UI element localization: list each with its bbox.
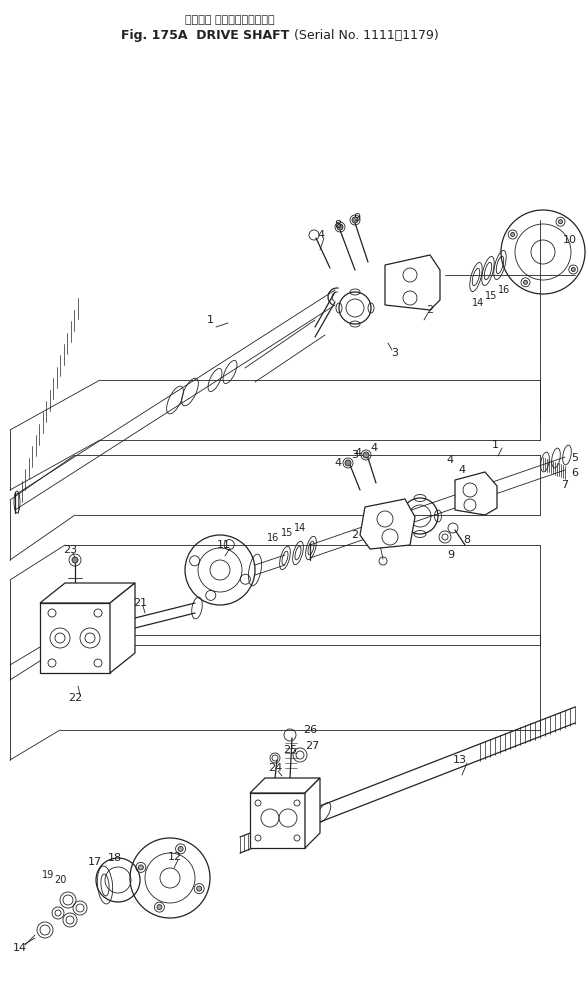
Text: 7: 7 [562,480,569,490]
Text: (Serial No. 1111〜1179): (Serial No. 1111〜1179) [294,29,439,42]
Circle shape [196,886,202,891]
Text: 21: 21 [133,598,147,608]
Text: Fig. 175A  DRIVE SHAFT: Fig. 175A DRIVE SHAFT [121,29,294,42]
Text: 25: 25 [283,745,297,755]
Text: 12: 12 [168,852,182,862]
Text: 14: 14 [13,943,27,953]
Polygon shape [40,583,135,603]
Polygon shape [110,583,135,673]
Circle shape [157,905,162,910]
Circle shape [352,217,358,223]
Text: 4: 4 [446,455,453,465]
Text: 16: 16 [267,533,279,543]
Circle shape [72,557,78,563]
Text: 2: 2 [352,530,359,540]
Text: 26: 26 [303,725,317,735]
Text: 1: 1 [206,315,213,325]
Polygon shape [360,499,415,549]
Circle shape [363,452,369,458]
Text: 16: 16 [498,285,510,295]
Text: 27: 27 [305,741,319,751]
Text: 9: 9 [353,213,360,223]
Text: 15: 15 [485,291,497,301]
Text: 1: 1 [492,440,499,450]
Text: 8: 8 [335,220,342,230]
Text: 4: 4 [459,465,466,475]
Text: 4: 4 [335,458,342,468]
Circle shape [523,280,527,284]
Polygon shape [455,472,497,515]
Text: 10: 10 [563,235,577,245]
Text: 19: 19 [42,870,54,880]
Text: 6: 6 [572,468,579,478]
Circle shape [572,267,575,272]
Text: 22: 22 [68,693,82,703]
Circle shape [178,847,183,852]
Circle shape [138,865,143,870]
Text: 4: 4 [355,448,362,458]
Polygon shape [40,603,110,673]
Text: 5: 5 [572,453,579,463]
Polygon shape [250,778,320,793]
Text: 14: 14 [472,298,484,308]
Text: 3: 3 [392,348,399,358]
Text: 23: 23 [63,545,77,555]
Circle shape [559,220,563,224]
Text: 18: 18 [108,853,122,863]
Polygon shape [305,778,320,848]
Circle shape [511,232,514,236]
Text: 4: 4 [370,443,377,453]
Text: 24: 24 [268,763,282,773]
Text: ドライブ シャフト（適用号機: ドライブ シャフト（適用号機 [185,15,275,25]
Polygon shape [385,255,440,310]
Polygon shape [250,793,305,848]
Text: 3: 3 [352,450,359,460]
Text: 15: 15 [281,528,293,538]
Text: 9: 9 [447,550,455,560]
Text: 4: 4 [318,230,325,240]
Text: 2: 2 [426,305,433,315]
Circle shape [345,460,351,466]
Text: 13: 13 [453,755,467,765]
Text: 17: 17 [88,857,102,867]
Text: 11: 11 [217,540,231,550]
Text: 14: 14 [294,523,306,533]
Text: 8: 8 [463,535,470,545]
Circle shape [337,224,343,230]
Text: 20: 20 [54,875,66,885]
